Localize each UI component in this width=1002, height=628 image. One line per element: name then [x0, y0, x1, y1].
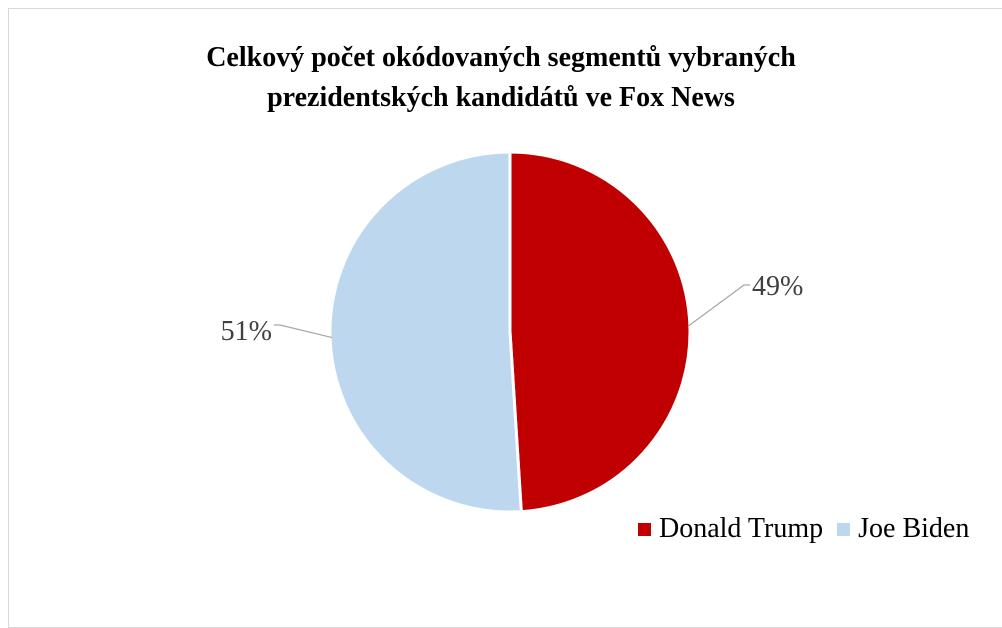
legend-swatch-joe-biden [837, 522, 851, 536]
data-label-joe-biden: 51% [221, 316, 272, 347]
legend: Donald Trump Joe Biden [638, 513, 983, 545]
chart-title-line-2: prezidentských kandidátů ve Fox News [267, 82, 735, 113]
legend-item-joe-biden: Joe Biden [837, 513, 969, 545]
legend-item-donald-trump: Donald Trump [638, 513, 823, 545]
chart-title: Celkový počet okódovaných segmentů vybra… [0, 38, 1002, 118]
leader-line-donald-trump [687, 284, 750, 327]
legend-label-joe-biden: Joe Biden [858, 513, 970, 544]
pie-chart: 49% 51% [221, 150, 803, 514]
pie-slice-joe-biden [328, 150, 523, 514]
pie-slice-donald-trump [508, 150, 692, 514]
data-label-donald-trump: 49% [752, 271, 803, 302]
legend-label-donald-trump: Donald Trump [659, 513, 824, 544]
chart-title-line-1: Celkový počet okódovaných segmentů vybra… [206, 42, 796, 73]
legend-swatch-donald-trump [638, 522, 651, 536]
leader-line-joe-biden [274, 324, 333, 339]
